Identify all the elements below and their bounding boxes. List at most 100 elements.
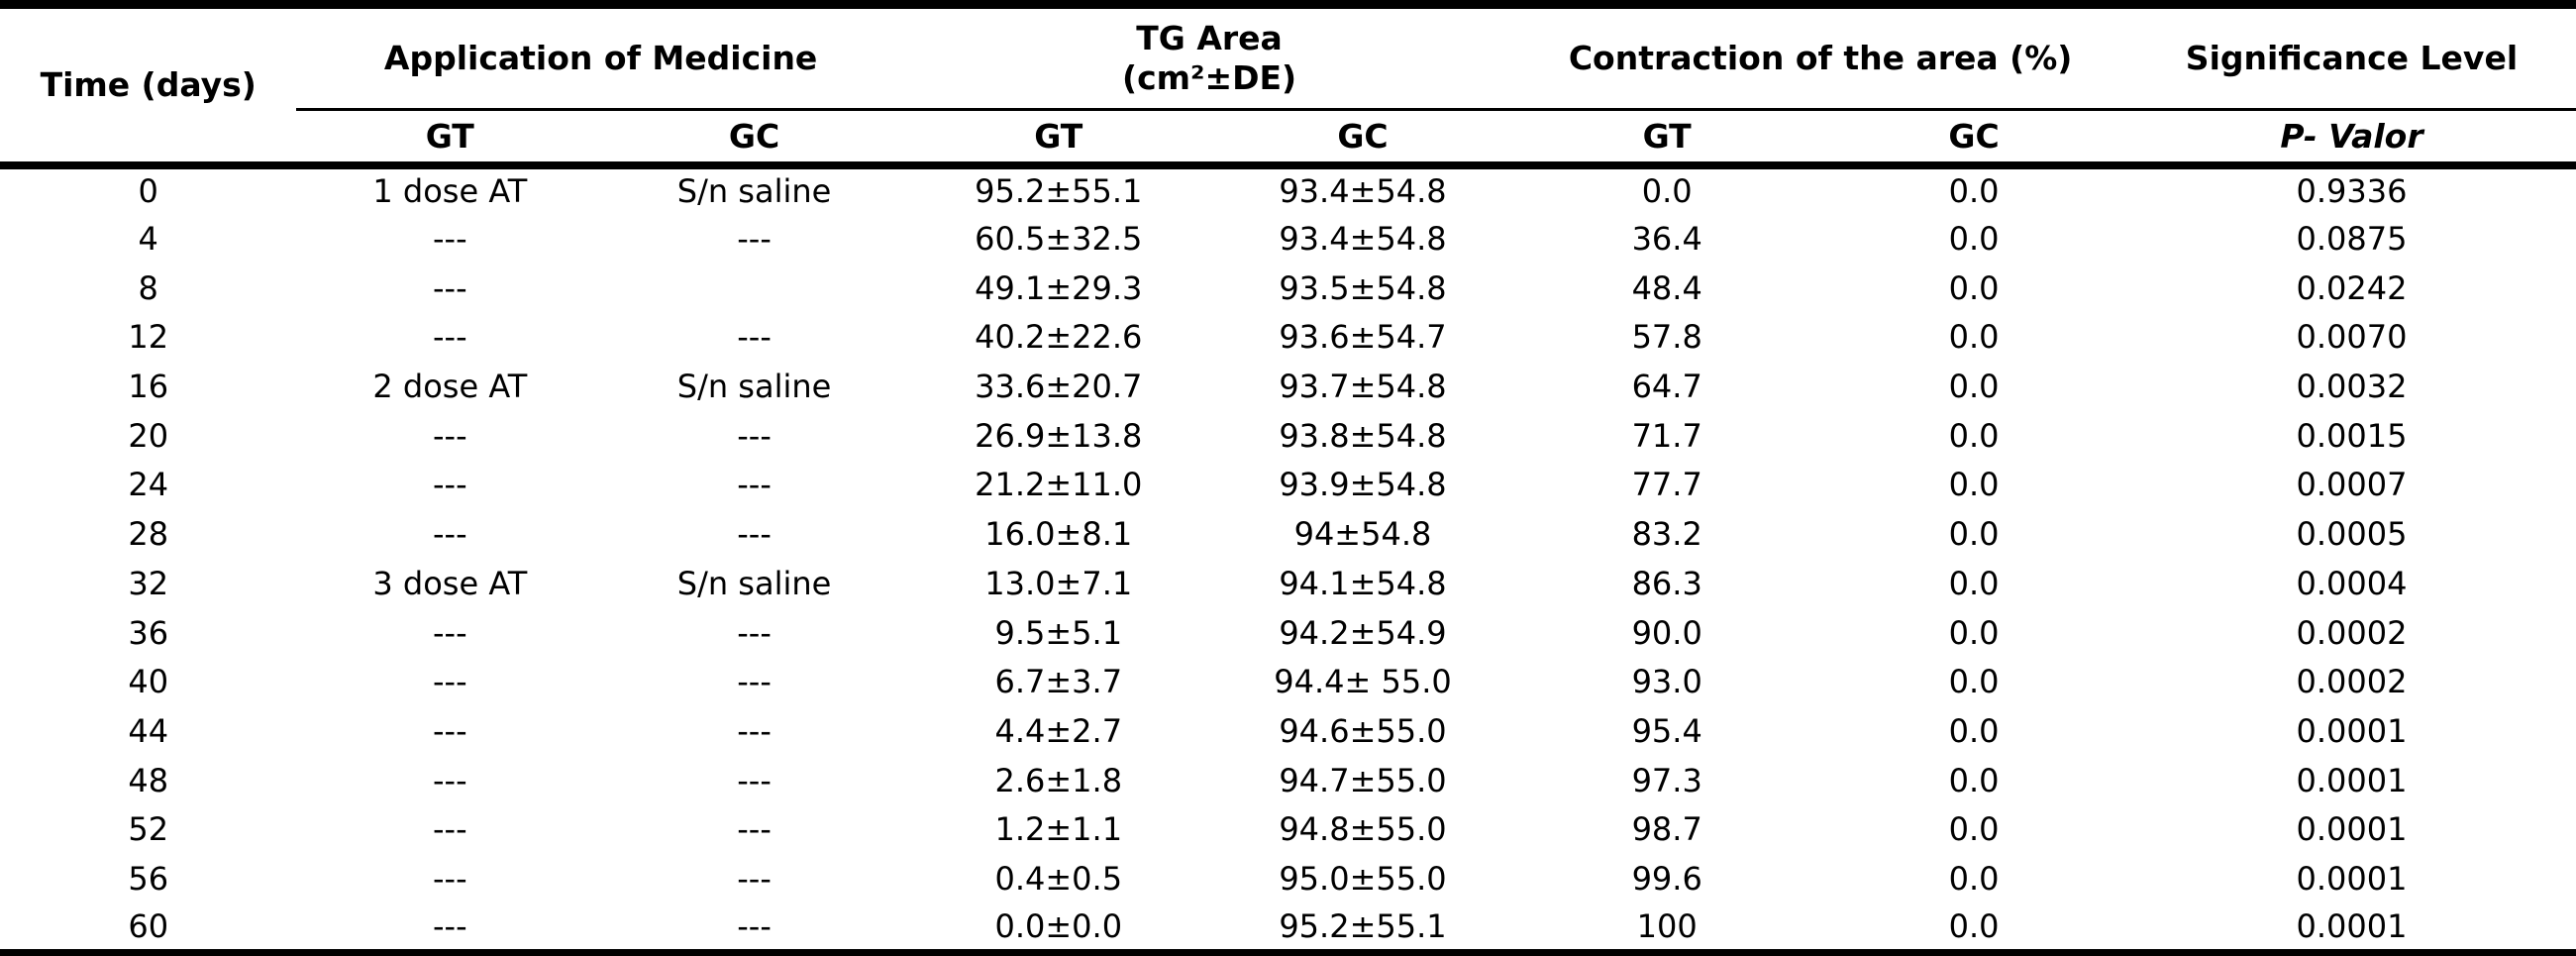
- cell-application-gt: ---: [433, 416, 467, 455]
- cell-application-gc: ---: [737, 761, 772, 799]
- cell-time-days: 24: [128, 466, 169, 504]
- group-header-tg-area-line2: (cm²±DE): [1121, 58, 1297, 97]
- group-header-tg-area-line1: TG Area: [1136, 18, 1283, 57]
- cell-contraction-gt: 90.0: [1631, 613, 1702, 652]
- cell-tg-area-gc: 94.7±55.0: [1279, 761, 1447, 799]
- table-row: 0 1 dose AT S/n saline 95.2±55.1 93.4±54.8 0.…: [0, 165, 2576, 215]
- sub-header-p-valor: P- Valor: [2126, 109, 2576, 169]
- cell-application-gt: ---: [433, 220, 467, 259]
- cell-tg-area-gt: 9.5±5.1: [994, 613, 1123, 652]
- cell-application-gt: ---: [433, 515, 467, 554]
- sub-header-contraction-gt: GT: [1513, 109, 1821, 169]
- table-row: 48 --- --- 2.6±1.8 94.7±55.0 97.3 0.0 0.0001: [0, 756, 2576, 805]
- cell-time-days: 20: [128, 416, 169, 455]
- table-row: 4 --- --- 60.5±32.5 93.4±54.8 36.4 0.0 0.0875: [0, 214, 2576, 264]
- cell-time-days: 44: [128, 711, 169, 750]
- cell-tg-area-gt: 0.0±0.0: [994, 906, 1123, 945]
- cell-contraction-gc: 0.0: [1948, 515, 2000, 554]
- cell-contraction-gt: 86.3: [1631, 564, 1702, 602]
- cell-time-days: 36: [128, 613, 169, 652]
- table-row: 32 3 dose AT S/n saline 13.0±7.1 94.1±54.8 86…: [0, 559, 2576, 608]
- cell-tg-area-gc: 94.2±54.9: [1279, 613, 1447, 652]
- cell-p-valor: 0.0002: [2296, 613, 2408, 652]
- cell-application-gc: S/n saline: [676, 368, 832, 406]
- cell-p-valor: 0.0001: [2296, 761, 2408, 799]
- cell-contraction-gc: 0.0: [1948, 663, 2000, 701]
- cell-tg-area-gc: 93.4±54.8: [1279, 220, 1447, 259]
- cell-tg-area-gc: 93.6±54.7: [1279, 318, 1447, 357]
- cell-application-gc: ---: [737, 318, 772, 357]
- cell-application-gt: ---: [433, 810, 467, 849]
- cell-time-days: 40: [128, 663, 169, 701]
- cell-p-valor: 0.0001: [2296, 711, 2408, 750]
- cell-p-valor: 0.0007: [2296, 466, 2408, 504]
- group-header-tg-area: TG Area (cm²±DE): [904, 4, 1514, 111]
- cell-application-gt: ---: [433, 906, 467, 945]
- table-row: 60 --- --- 0.0±0.0 95.2±55.1 100 0.0 0.0001: [0, 903, 2576, 953]
- cell-tg-area-gc: 94.4± 55.0: [1274, 663, 1452, 701]
- cell-contraction-gc: 0.0: [1948, 220, 2000, 259]
- cell-tg-area-gt: 4.4±2.7: [994, 711, 1123, 750]
- table-header: Time (days) Application of Medicine TG A…: [0, 4, 2576, 169]
- cell-contraction-gc: 0.0: [1948, 761, 2000, 799]
- cell-time-days: 0: [138, 172, 158, 211]
- cell-time-days: 60: [128, 906, 169, 945]
- cell-tg-area-gc: 95.2±55.1: [1279, 906, 1447, 945]
- group-header-application-of-medicine: Application of Medicine: [296, 4, 905, 111]
- cell-tg-area-gt: 2.6±1.8: [994, 761, 1123, 799]
- cell-contraction-gc: 0.0: [1948, 268, 2000, 307]
- cell-time-days: 8: [138, 268, 158, 307]
- cell-contraction-gt: 100: [1636, 906, 1698, 945]
- sub-header-contraction-gc: GC: [1820, 109, 2127, 169]
- cell-tg-area-gt: 6.7±3.7: [994, 663, 1123, 701]
- sub-header-application-gt: GT: [296, 109, 604, 169]
- cell-application-gc: ---: [737, 220, 772, 259]
- table-row: 52 --- --- 1.2±1.1 94.8±55.0 98.7 0.0 0.0001: [0, 804, 2576, 854]
- cell-application-gt: 3 dose AT: [372, 564, 528, 602]
- cell-p-valor: 0.0001: [2296, 859, 2408, 898]
- cell-p-valor: 0.0001: [2296, 810, 2408, 849]
- cell-application-gt: 1 dose AT: [372, 172, 528, 211]
- cell-contraction-gt: 0.0: [1641, 172, 1693, 211]
- cell-p-valor: 0.0004: [2296, 564, 2408, 602]
- cell-application-gt: 2 dose AT: [372, 368, 528, 406]
- cell-contraction-gc: 0.0: [1948, 810, 2000, 849]
- cell-application-gt: ---: [433, 613, 467, 652]
- cell-contraction-gc: 0.0: [1948, 318, 2000, 357]
- cell-contraction-gt: 36.4: [1631, 220, 1702, 259]
- cell-p-valor: 0.9336: [2296, 172, 2408, 211]
- cell-application-gt: ---: [433, 663, 467, 701]
- cell-contraction-gc: 0.0: [1948, 466, 2000, 504]
- cell-p-valor: 0.0875: [2296, 220, 2408, 259]
- table-body: 0 1 dose AT S/n saline 95.2±55.1 93.4±54.8 0.…: [0, 165, 2576, 953]
- cell-tg-area-gc: 93.4±54.8: [1279, 172, 1447, 211]
- cell-contraction-gt: 93.0: [1631, 663, 1702, 701]
- cell-application-gt: ---: [433, 859, 467, 898]
- cell-contraction-gt: 99.6: [1631, 859, 1702, 898]
- cell-tg-area-gt: 60.5±32.5: [975, 220, 1143, 259]
- cell-tg-area-gt: 1.2±1.1: [994, 810, 1123, 849]
- cell-tg-area-gc: 94.8±55.0: [1279, 810, 1447, 849]
- cell-tg-area-gt: 33.6±20.7: [975, 368, 1143, 406]
- table-row: 28 --- --- 16.0±8.1 94±54.8 83.2 0.0 0.0005: [0, 509, 2576, 559]
- group-header-significance-level: Significance Level: [2126, 4, 2576, 111]
- cell-tg-area-gt: 40.2±22.6: [975, 318, 1143, 357]
- cell-p-valor: 0.0015: [2296, 416, 2408, 455]
- cell-time-days: 16: [128, 368, 169, 406]
- cell-tg-area-gc: 94.1±54.8: [1279, 564, 1447, 602]
- table-row: 40 --- --- 6.7±3.7 94.4± 55.0 93.0 0.0 0.0002: [0, 657, 2576, 706]
- cell-time-days: 56: [128, 859, 169, 898]
- cell-tg-area-gc: 93.5±54.8: [1279, 268, 1447, 307]
- cell-application-gc: S/n saline: [676, 172, 832, 211]
- cell-application-gc: ---: [737, 906, 772, 945]
- table-row: 24 --- --- 21.2±11.0 93.9±54.8 77.7 0.0 0.0007: [0, 461, 2576, 510]
- cell-p-valor: 0.0002: [2296, 663, 2408, 701]
- table-row: 56 --- --- 0.4±0.5 95.0±55.0 99.6 0.0 0.0001: [0, 854, 2576, 903]
- cell-application-gc: S/n saline: [676, 564, 832, 602]
- cell-application-gc: ---: [737, 515, 772, 554]
- cell-application-gt: ---: [433, 318, 467, 357]
- cell-contraction-gc: 0.0: [1948, 416, 2000, 455]
- cell-tg-area-gt: 95.2±55.1: [975, 172, 1143, 211]
- table-row: 12 --- --- 40.2±22.6 93.6±54.7 57.8 0.0 0.0070: [0, 313, 2576, 363]
- cell-time-days: 28: [128, 515, 169, 554]
